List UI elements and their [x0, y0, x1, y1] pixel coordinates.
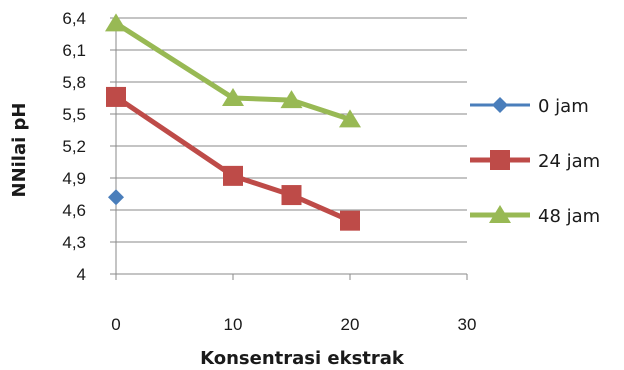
- data-point: [223, 165, 243, 186]
- data-point: [106, 86, 126, 107]
- legend-label: 0 jam: [538, 96, 589, 117]
- y-tick-label: 6,1: [62, 41, 86, 60]
- x-tick-label: 30: [458, 315, 477, 334]
- legend-marker: [492, 97, 508, 113]
- axes: 4 4,3 4,6 4,9 5,2 5,5 5,8 6,1 6,4 0 10 20 30: [62, 9, 476, 334]
- y-tick-label: 4,9: [62, 169, 86, 188]
- series-lines: [105, 13, 361, 231]
- data-point: [108, 189, 124, 206]
- data-point: [281, 185, 302, 206]
- data-point: [280, 90, 303, 109]
- data-point: [340, 210, 360, 231]
- legend-marker: [490, 150, 510, 170]
- gridlines: [116, 17, 467, 243]
- legend: 0 jam 24 jam 48 jam: [470, 96, 600, 227]
- x-axis-title: Konsentrasi ekstrak: [200, 348, 405, 369]
- y-tick-label: 5,5: [62, 105, 86, 124]
- y-tick-label: 4,3: [62, 233, 86, 252]
- y-axis-title: NNilai pH: [9, 102, 30, 197]
- legend-marker: [489, 205, 511, 223]
- y-tick-label: 4: [77, 265, 86, 284]
- y-tick-label: 5,2: [62, 137, 86, 156]
- series-line-2: [114, 21, 351, 122]
- y-tick-label: 6,4: [62, 9, 86, 28]
- data-point: [105, 13, 127, 32]
- series-line-1: [114, 94, 352, 223]
- legend-entry: 48 jam: [470, 205, 600, 227]
- data-point: [222, 88, 244, 106]
- legend-label: 48 jam: [538, 206, 600, 227]
- x-tick-label: 20: [341, 315, 360, 334]
- x-tick-label: 0: [111, 315, 120, 334]
- legend-entry: 24 jam: [470, 150, 600, 172]
- y-tick-label: 5,8: [62, 73, 86, 92]
- data-point: [339, 109, 361, 128]
- legend-label: 24 jam: [538, 151, 600, 172]
- x-tick-label: 10: [224, 315, 243, 334]
- legend-entry: 0 jam: [470, 96, 589, 117]
- y-tick-label: 4,6: [62, 201, 86, 220]
